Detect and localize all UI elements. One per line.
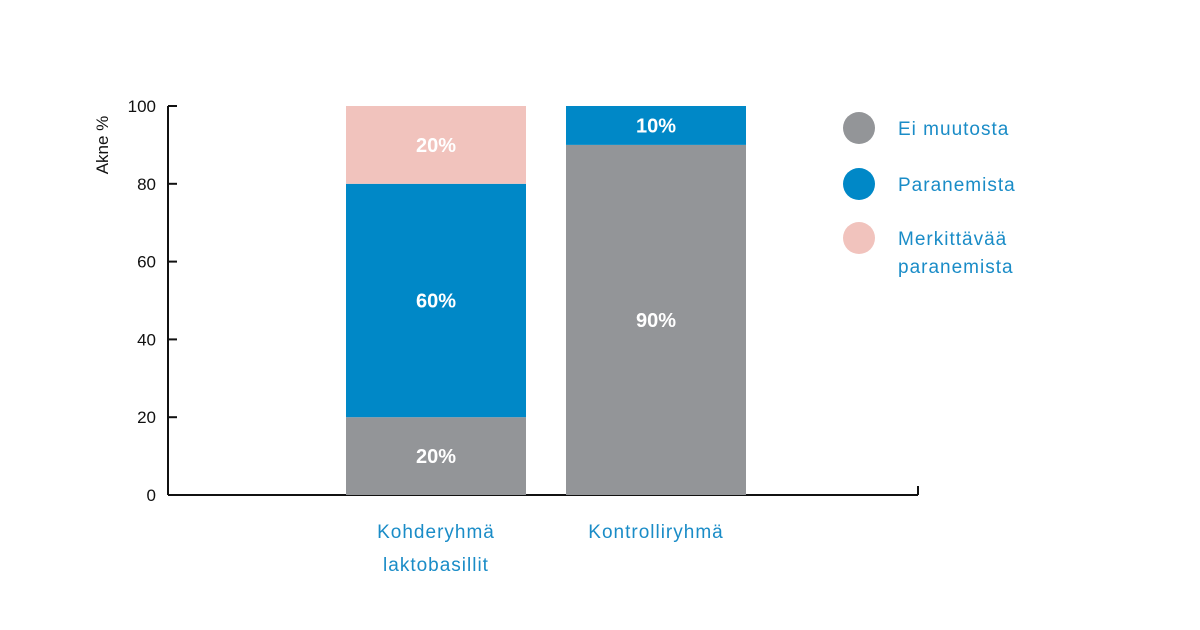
- legend-label: Merkittävää: [898, 229, 1007, 250]
- y-tick-label: 20: [137, 408, 156, 427]
- legend-label: Paranemista: [898, 175, 1016, 196]
- y-axis-label: Akne %: [93, 116, 112, 175]
- y-tick-label: 40: [137, 330, 156, 349]
- data-label: 20%: [416, 135, 456, 157]
- legend-swatch: [843, 168, 875, 200]
- bar-segment: [346, 417, 526, 495]
- data-label: 20%: [416, 446, 456, 468]
- bar-segment: [566, 144, 746, 495]
- category-label: Kohderyhmä: [377, 522, 495, 543]
- data-label: 60%: [416, 291, 456, 313]
- category-labels: Kohderyhmä laktobasillit Kontrolliryhmä: [377, 522, 723, 576]
- legend-swatch: [843, 112, 875, 144]
- y-tick-label: 60: [137, 253, 156, 272]
- bars: [346, 106, 746, 495]
- legend-label: paranemista: [898, 257, 1014, 278]
- category-label: laktobasillit: [383, 555, 489, 576]
- y-tick-label: 80: [137, 175, 156, 194]
- y-tick-label: 0: [147, 486, 156, 505]
- data-label: 10%: [636, 115, 676, 137]
- legend: Ei muutosta Paranemista Merkittävää paranem…: [843, 112, 1016, 278]
- bar-segment: [566, 106, 746, 145]
- legend-label: Ei muutosta: [898, 119, 1009, 140]
- legend-swatch: [843, 222, 875, 254]
- y-tick-label: 100: [128, 97, 156, 116]
- axes: 0 20 40 60 80 100 Akne %: [93, 97, 919, 505]
- segment-labels: 20% 60% 20% 90% 10%: [416, 115, 676, 468]
- data-label: 90%: [636, 310, 676, 332]
- bar-segment: [346, 183, 526, 418]
- category-label: Kontrolliryhmä: [588, 522, 723, 543]
- bar-segment: [346, 106, 526, 184]
